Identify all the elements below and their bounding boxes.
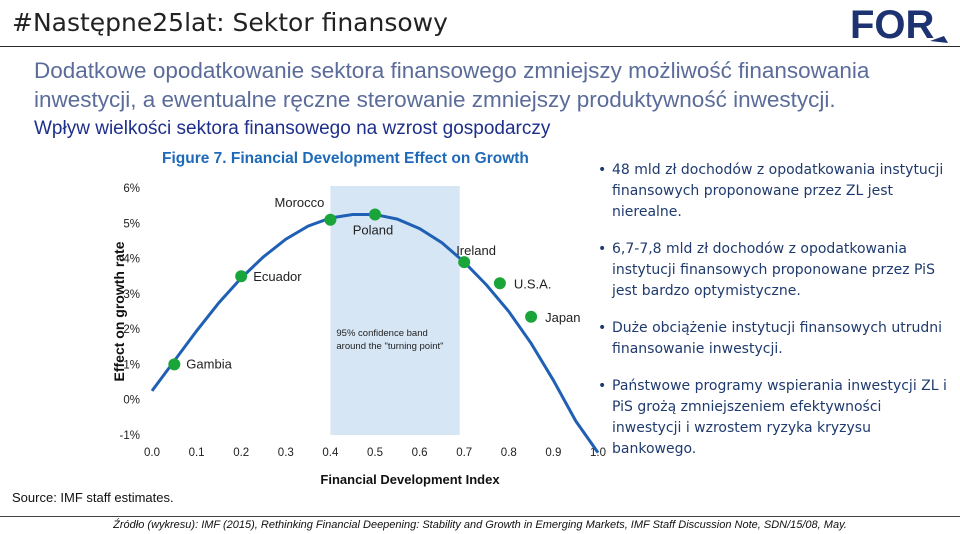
bullet-dot-icon: • [598,320,607,336]
x-tick-label: 1.0 [590,447,606,459]
x-tick-label: 0.4 [322,447,339,459]
bullet-text: 48 mld zł dochodów z opodatkowania insty… [612,162,944,220]
bullet-item: • 6,7-7,8 mld zł dochodów z opodatkowania… [598,239,950,302]
bullet-item: • Państwowe programy wspierania inwestycj… [598,376,950,460]
x-tick-label: 0.1 [189,447,205,459]
point-label: Ecuador [253,269,302,284]
data-point [168,358,181,371]
data-point [369,208,381,221]
x-tick-label: 0.5 [367,447,383,459]
y-tick-label: 1% [123,359,140,371]
bullet-list: • 48 mld zł dochodów z opodatkowania inst… [598,160,950,476]
chart-title: Figure 7. Financial Development Effect o… [162,150,529,167]
footer-source: Źródło (wykresu): IMF (2015), Rethinking… [113,519,847,531]
y-tick-label: 0% [123,395,140,407]
y-tick-label: 4% [123,254,140,266]
x-tick-label: 0.6 [412,447,428,459]
x-tick-label: 0.2 [233,447,249,459]
subtitle-line-1: Dodatkowe opodatkowanie sektora finansow… [34,58,870,83]
data-point [458,256,471,269]
footer-divider [0,516,960,517]
y-tick-label: 3% [123,289,140,301]
for-logo: FOR [850,3,948,44]
x-tick-label: 0.3 [278,447,294,459]
data-point [324,213,337,226]
data-point [525,310,538,323]
slide-title: #Następne25lat: Sektor finansowy [12,8,448,37]
point-label: Gambia [186,356,232,371]
bullet-dot-icon: • [598,241,607,257]
bullet-text: 6,7-7,8 mld zł dochodów z opodatkowania … [612,241,935,299]
x-tick-label: 0.7 [456,447,472,459]
data-point [493,277,506,290]
bullet-dot-icon: • [598,162,607,178]
band-label-line-1: 95% confidence band [336,328,427,339]
bullet-dot-icon: • [598,378,607,394]
bullet-text: Państwowe programy wspierania inwestycji… [612,378,947,457]
country-points: Gambia Ecuador Morocco Poland Ireland U.S.A. J… [168,195,581,371]
y-tick-label: 5% [123,218,140,230]
x-axis-label: Financial Development Index [320,472,500,487]
x-tick-label: 0.9 [545,447,561,459]
point-label: Morocco [275,195,325,210]
point-label: Japan [545,310,580,325]
x-tick-label: 0.8 [501,447,517,459]
chart-source-note: Source: IMF staff estimates. [12,490,174,505]
header-divider [0,46,960,47]
bullet-text: Duże obciążenie instytucji finansowych u… [612,320,942,357]
x-tick-label: 0.0 [144,447,160,459]
growth-chart: 95% confidence band around the "turning … [111,150,606,487]
y-tick-label: 6% [123,183,140,195]
bullet-item: • Duże obciążenie instytucji finansowych … [598,318,950,360]
point-label: Poland [353,222,393,237]
y-tick-label: -1% [120,430,140,442]
point-label: U.S.A. [514,276,552,291]
logo-text: FOR [850,3,935,44]
y-tick-label: 2% [123,324,140,336]
band-label-line-2: around the "turning point" [336,341,443,352]
data-point [235,270,248,283]
y-tick-labels: 6% 5% 4% 3% 2% 1% 0% -1% [120,183,140,442]
x-tick-labels: 0.0 0.1 0.2 0.3 0.4 0.5 0.6 0.7 0.8 0.9 1.0 [144,447,606,459]
chart-caption: Wpływ wielkości sektora finansowego na w… [34,118,551,139]
y-axis-label: Effect on growth rate [111,241,127,381]
confidence-band [330,186,460,435]
point-label: Ireland [456,243,496,258]
bullet-item: • 48 mld zł dochodów z opodatkowania inst… [598,160,950,223]
subtitle-line-2: inwestycji, a ewentualne ręczne sterowan… [34,87,836,112]
